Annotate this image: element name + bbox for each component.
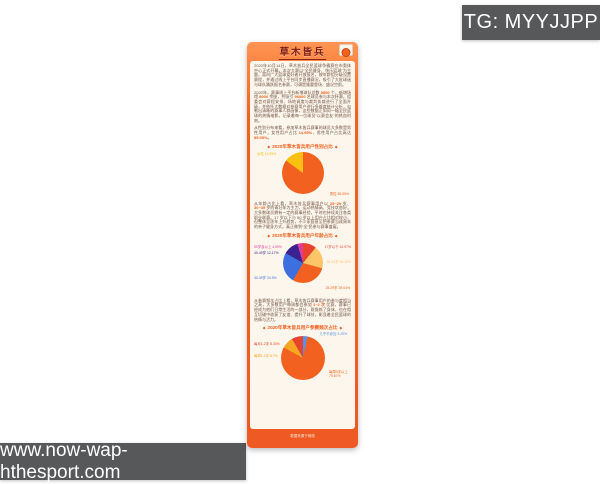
pie-label-male: 男性 85.05% bbox=[329, 191, 349, 196]
age-pie-chart: 50岁及以上 4.59% 40-49岁 12.17% 30-39岁 24.9% … bbox=[254, 241, 351, 299]
pie-label-female: 女性 14.95% bbox=[257, 151, 277, 156]
gender-pie bbox=[281, 151, 324, 194]
diamond-icon: ◆ bbox=[334, 144, 338, 149]
pie-label-rarely: 几乎不参加 3.29% bbox=[319, 332, 347, 337]
card-header: 草木皆兵 bbox=[250, 42, 355, 61]
gender-paragraph: 从性别分布来看，参加草木皆兵赛事的球员大多数是男性用户，女性用户占比 14.95… bbox=[254, 125, 351, 140]
card-title: 草木皆兵 bbox=[279, 44, 326, 60]
pie-label-monthly: 每月1-2次 8.34% bbox=[254, 342, 280, 347]
site-url-watermark-label: www.now-wap-hthesport.com bbox=[0, 440, 246, 483]
tg-watermark-label: TG: MYYJJPP bbox=[462, 5, 600, 40]
pie-label-30-39: 30-39岁 24.9% bbox=[254, 275, 277, 280]
card-footer: 数据来源于网络 bbox=[290, 433, 315, 438]
frequency-pie-chart: 几乎不参加 3.29% 每月1-2次 8.34% 每周1-2次 8.7% 每周3… bbox=[254, 332, 351, 392]
basketball-hoop-icon bbox=[339, 44, 353, 57]
section-header-gender: ◆ 2020年草木皆兵用户性别占比 ◆ bbox=[254, 144, 351, 150]
diamond-icon: ◆ bbox=[334, 233, 338, 238]
section-header-age: ◆ 2020年草木皆兵用户年龄占比 ◆ bbox=[254, 233, 351, 239]
infographic-card: 草木皆兵 2020年10月14日，草木皆兵全民篮球争霸赛在市奥体中心正式开幕。本… bbox=[247, 42, 358, 448]
diamond-icon: ◆ bbox=[267, 233, 271, 238]
pie-label-50plus: 50岁及以上 4.59% bbox=[254, 244, 282, 249]
card-body: 2020年10月14日，草木皆兵全民篮球争霸赛在市奥体中心正式开幕。本次大赛以“… bbox=[250, 61, 355, 429]
pie-label-25-29: 25-29岁 29.04% bbox=[325, 285, 350, 290]
diamond-icon: ◆ bbox=[339, 326, 343, 331]
frequency-pie bbox=[280, 336, 325, 381]
intro-paragraph: 2020年10月14日，草木皆兵全民篮球争霸赛在市奥体中心正式开幕。本次大赛以“… bbox=[254, 63, 351, 87]
basketball-icon bbox=[341, 48, 351, 57]
age-pie bbox=[282, 242, 323, 283]
pie-label-weekly-3plus: 每周3次以上 79.67% bbox=[329, 370, 348, 379]
pie-label-18-24: 18-24岁 18.33% bbox=[326, 259, 351, 264]
section-header-frequency-label: 2020年草木皆兵用户参赛频次占比 bbox=[267, 325, 338, 331]
diamond-icon: ◆ bbox=[267, 144, 271, 149]
frequency-paragraph: 从参赛频次占比上看，草木皆兵赛事用户的参与度相当之高，大多数用户每周都会参加 1… bbox=[254, 297, 351, 322]
stats-paragraph: 2020年，赛事线上平台新增球队总数 9800 个，新增场馆 8000 余座，共… bbox=[254, 89, 351, 123]
gender-pie-chart: 女性 14.95% 男性 85.05% bbox=[254, 151, 351, 202]
section-header-age-label: 2020年草木皆兵用户年龄占比 bbox=[272, 232, 333, 238]
section-header-gender-label: 2020年草木皆兵用户性别占比 bbox=[272, 143, 333, 149]
age-paragraph: 从年龄占比上看，草木皆兵赛事用户以 25~29 岁、30~39 岁的青壮年为主力… bbox=[254, 200, 351, 230]
section-header-frequency: ◆ 2020年草木皆兵用户参赛频次占比 ◆ bbox=[254, 325, 351, 331]
pie-label-under17: 17岁以下 10.97% bbox=[324, 244, 351, 249]
diamond-icon: ◆ bbox=[262, 326, 266, 331]
pie-label-weekly-1-2: 每周1-2次 8.7% bbox=[254, 354, 278, 359]
pie-label-40-49: 40-49岁 12.17% bbox=[254, 250, 279, 255]
